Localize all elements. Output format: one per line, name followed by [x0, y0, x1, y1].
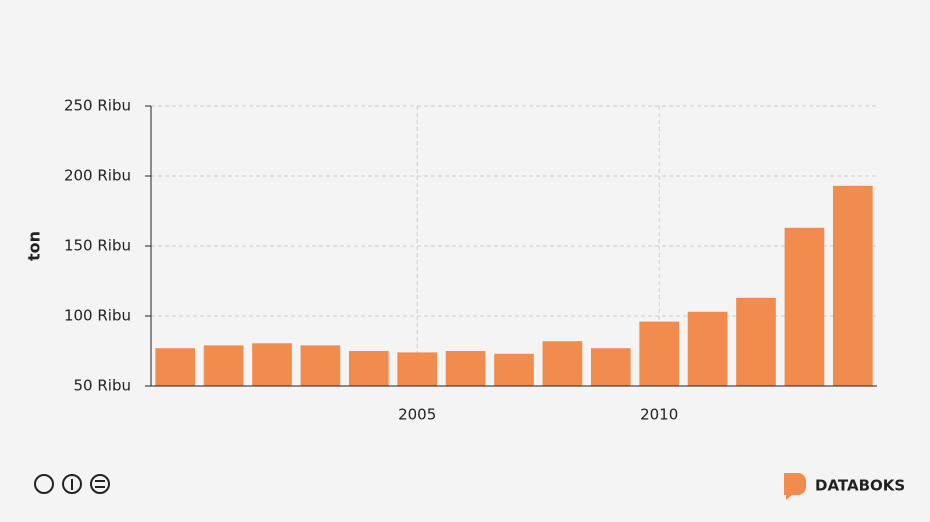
bar	[155, 348, 196, 386]
bar	[687, 311, 728, 386]
y-tick-label: 50 Ribu	[74, 377, 131, 395]
y-tick-label: 100 Ribu	[64, 307, 131, 325]
x-tick-label: 2010	[640, 406, 678, 424]
bar	[348, 351, 389, 386]
bar	[542, 341, 583, 386]
bar	[590, 348, 631, 386]
y-tick-label: 200 Ribu	[64, 167, 131, 185]
bar	[832, 185, 873, 386]
bar	[494, 353, 534, 386]
bar	[300, 345, 341, 386]
bar	[397, 352, 438, 386]
bar	[639, 321, 680, 386]
bar	[784, 227, 825, 386]
bar	[252, 343, 292, 386]
license-icons	[34, 474, 110, 494]
x-tick-label: 2005	[398, 406, 436, 424]
brand-logo	[784, 473, 806, 500]
y-axis-title: ton	[25, 231, 44, 261]
y-tick-label: 150 Ribu	[64, 237, 131, 255]
bar	[445, 351, 486, 386]
bar	[736, 297, 776, 386]
bar	[203, 345, 244, 386]
y-tick-label: 250 Ribu	[64, 97, 131, 115]
brand-name: DATABOKS	[815, 477, 905, 495]
